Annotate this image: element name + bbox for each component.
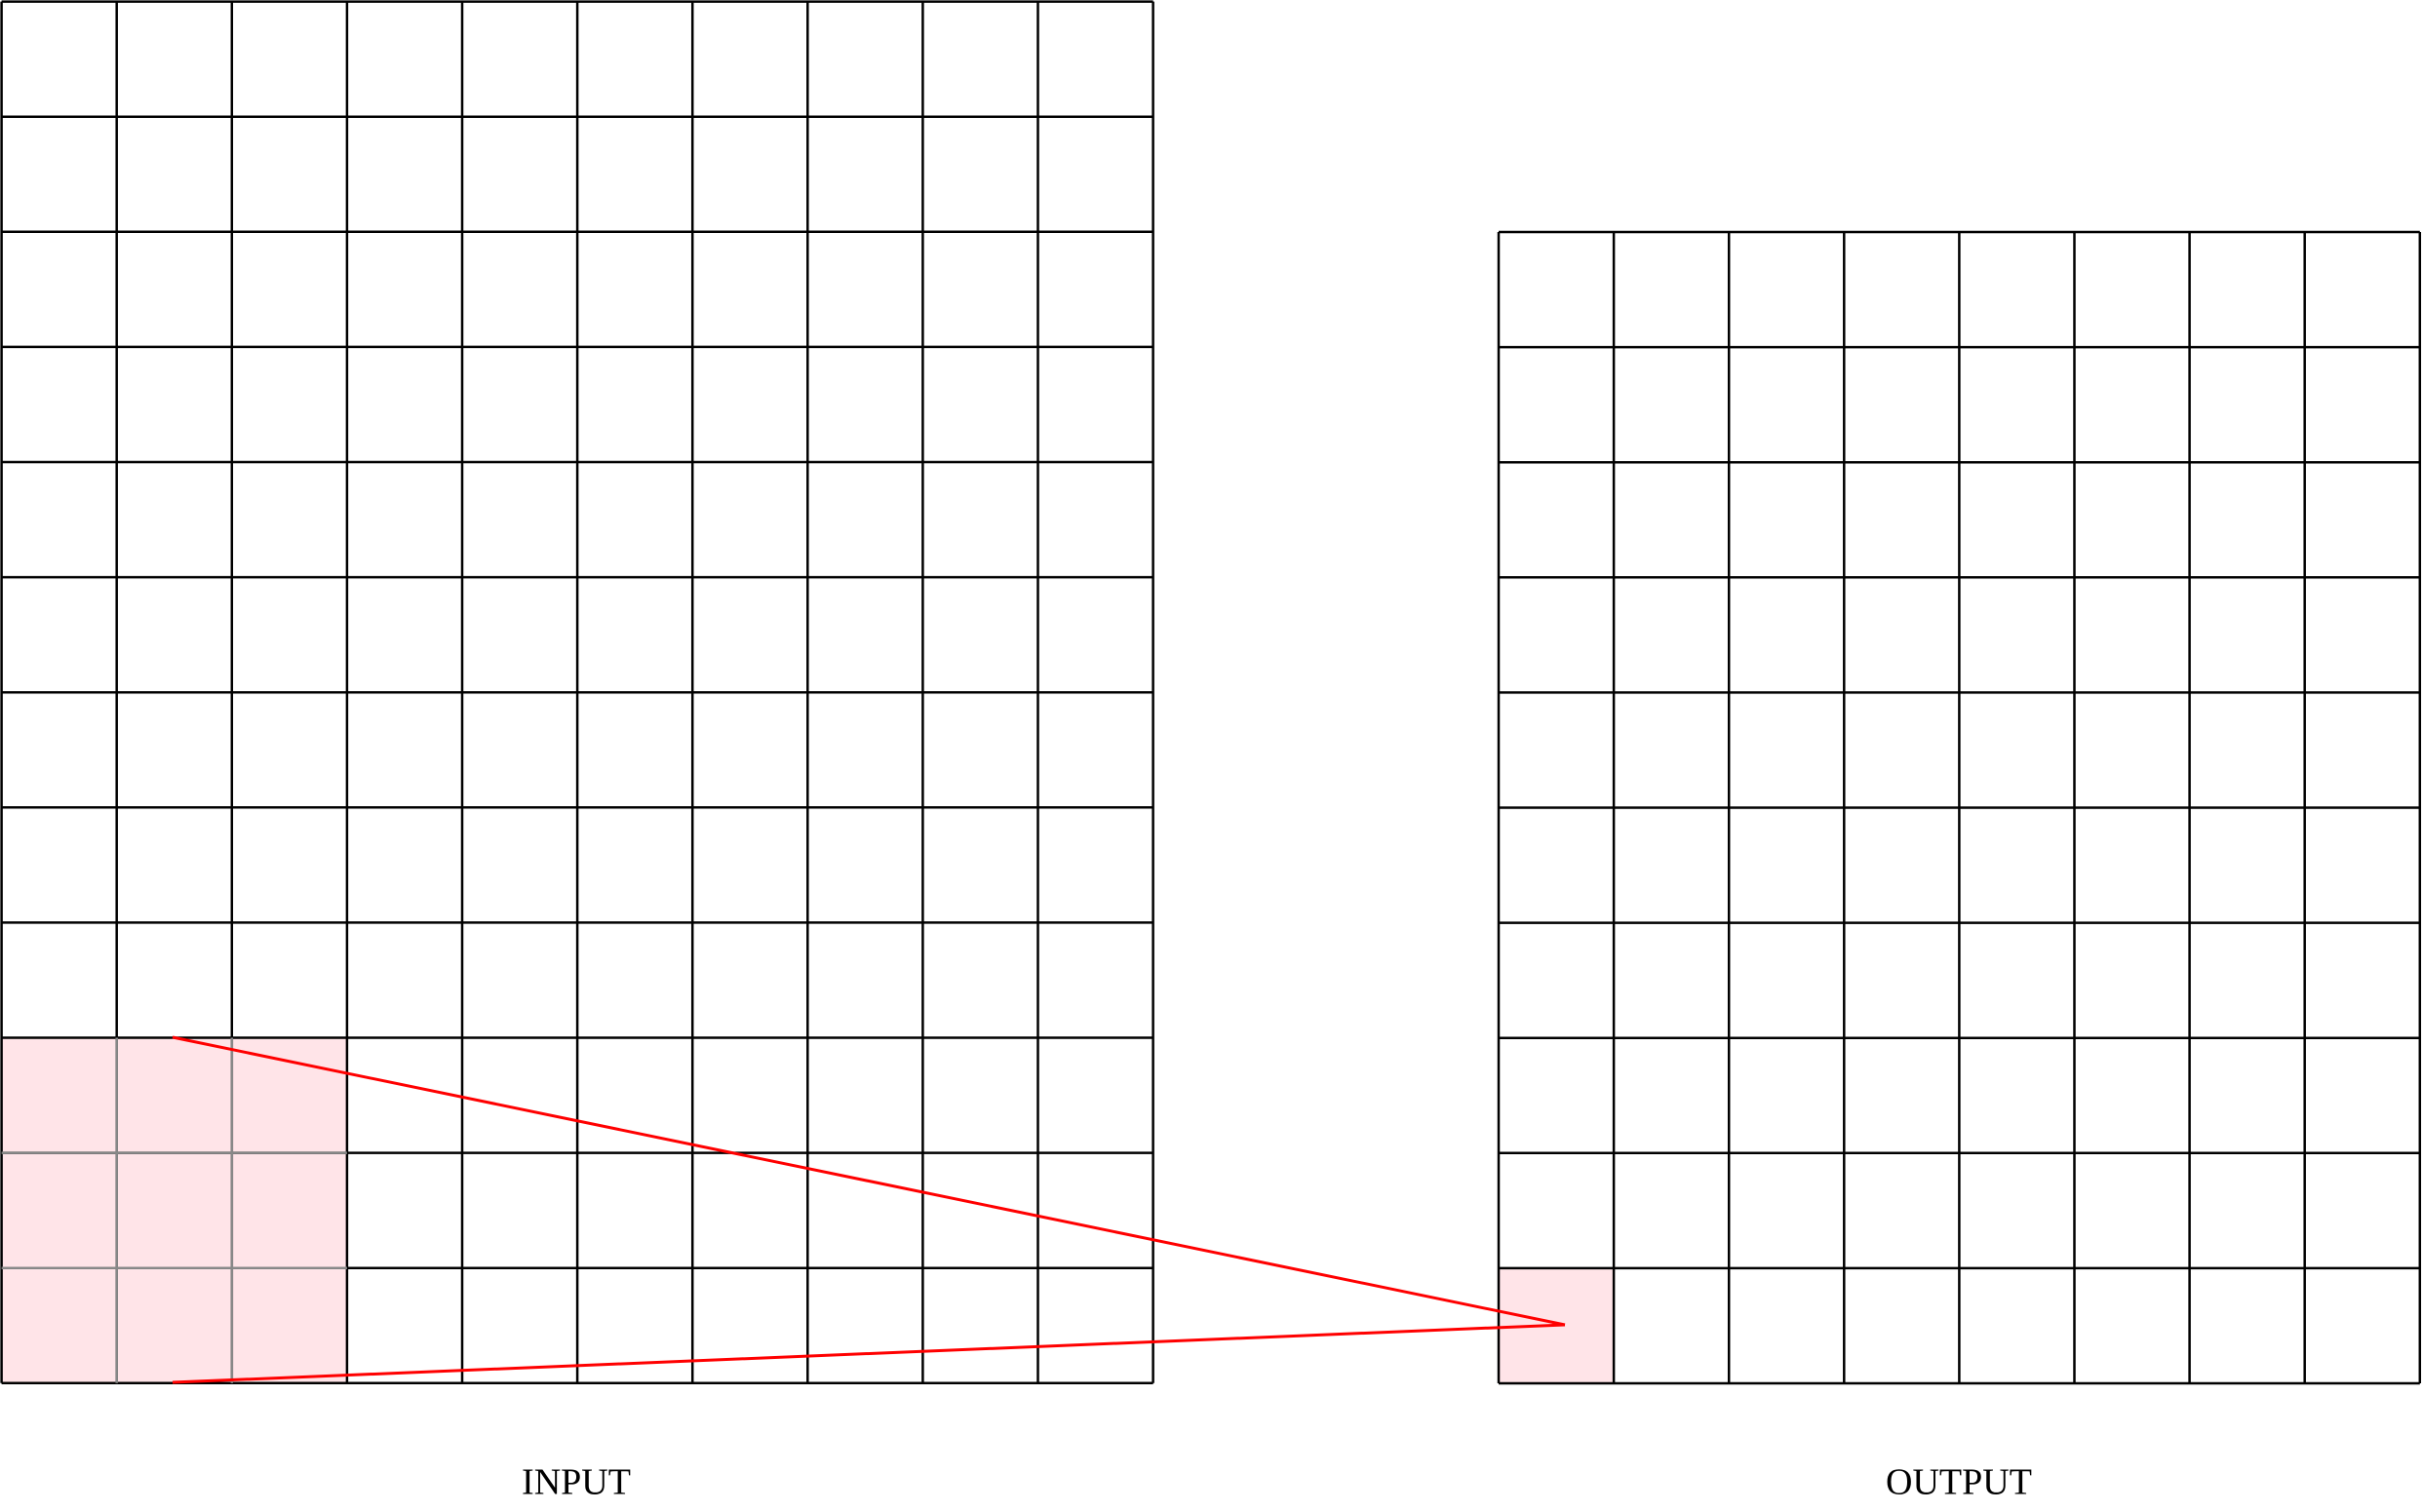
input-label: INPUT: [522, 1462, 631, 1503]
receptive-field-line: [172, 1323, 1566, 1384]
output-label: OUTPUT: [1886, 1462, 2032, 1503]
receptive-field-line: [172, 1035, 1566, 1327]
output-grid: [1497, 230, 2422, 1385]
highlight: [1, 1037, 347, 1383]
input-grid: [0, 0, 1154, 1385]
